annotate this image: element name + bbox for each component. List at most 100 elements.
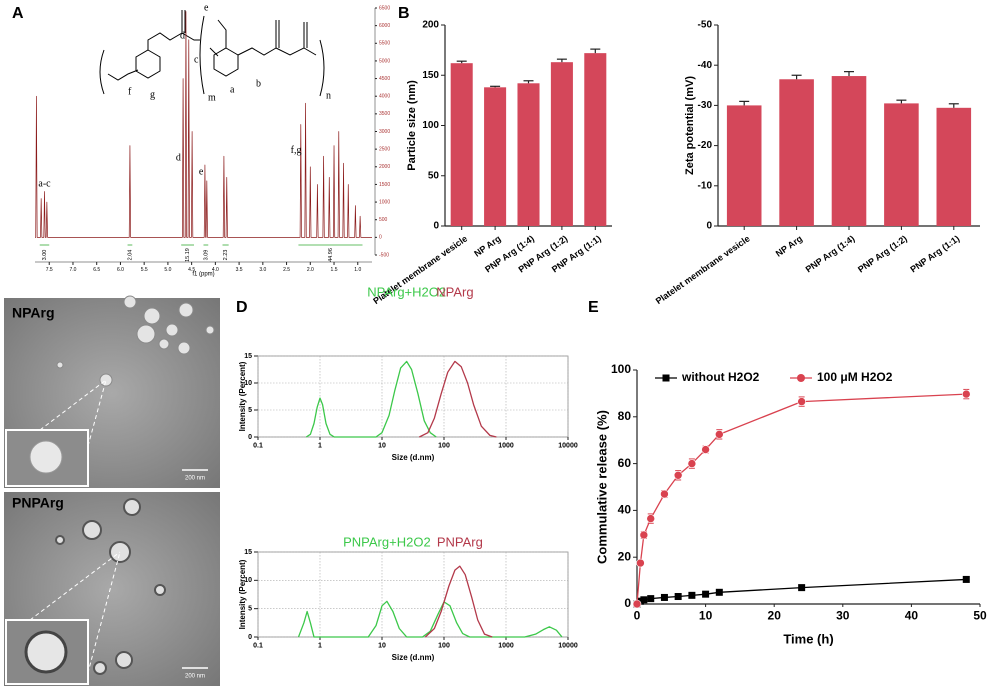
y-tick-label: 10 [244, 577, 252, 584]
integral-label: 15.19 [185, 248, 191, 262]
y-tick-label: 3000 [379, 129, 390, 135]
marker [797, 397, 806, 406]
legend-marker [797, 374, 805, 382]
data-line [424, 565, 493, 638]
x-tick-label: NP Arg [774, 233, 804, 258]
x-tick-label: PNP Arg (1:1) [908, 233, 961, 274]
series-label: PNPArg [437, 534, 483, 549]
bar [884, 103, 919, 226]
ring [135, 49, 161, 79]
y-axis-label: Commulative release (%) [594, 410, 609, 564]
x-tick-label: 6.0 [117, 267, 124, 273]
marker [674, 593, 682, 601]
marker [715, 430, 724, 439]
x-tick-label: 4.5 [188, 267, 195, 273]
structure-label: m [208, 92, 216, 103]
x-tick-label: 0 [634, 609, 641, 623]
scale-bar-label: 200 nm [185, 674, 205, 680]
x-tick-label: 1.5 [331, 267, 338, 273]
x-axis-label: Time (h) [783, 631, 833, 646]
x-tick-label: 1 [318, 443, 322, 450]
bar [936, 107, 972, 226]
y-tick-label: -10 [698, 180, 713, 191]
plot-frame [257, 355, 569, 438]
y-tick-label: 3500 [379, 111, 390, 117]
bar [550, 62, 573, 227]
x-tick-label: 5.5 [141, 267, 148, 273]
y-tick-label: 0 [433, 221, 439, 232]
peak-label: f,g [291, 145, 302, 156]
x-tick-label: 10000 [558, 643, 578, 650]
bracket [319, 39, 325, 97]
marker [962, 575, 970, 583]
x-tick-label: 0.1 [253, 443, 263, 450]
y-tick-label: 20 [618, 549, 632, 563]
plot-frame [257, 551, 569, 638]
x-tick-label: Platelet membrane vesicle [654, 233, 752, 306]
bracket [99, 49, 105, 95]
marker [639, 530, 649, 540]
structure-label: c [194, 54, 199, 65]
panel-label: A [12, 5, 24, 22]
structure-label: f [128, 86, 132, 97]
y-tick-label: 0 [379, 235, 382, 241]
marker [647, 595, 655, 603]
y-tick-label: 2000 [379, 164, 390, 170]
x-tick-label: 3.5 [236, 267, 243, 273]
y-tick-label: 0 [706, 221, 712, 232]
x-tick-label: 2.0 [307, 267, 314, 273]
integral-label: 2.23 [223, 250, 229, 261]
marker [636, 558, 645, 568]
y-tick-label: 0 [248, 634, 252, 641]
y-tick-label: -30 [698, 100, 713, 111]
y-tick-label: 15 [244, 549, 252, 556]
y-tick-label: 80 [618, 409, 632, 423]
marker [715, 588, 723, 596]
y-axis-label: Intensity (Percent) [238, 559, 247, 629]
series-label: NPArg [436, 284, 473, 299]
y-tick-label: 100 [611, 362, 631, 376]
y-tick-label: 150 [422, 70, 439, 81]
panel-label: B [398, 5, 410, 22]
peak-label: e [199, 166, 204, 177]
y-tick-label: 40 [618, 503, 632, 517]
data-line [297, 600, 563, 638]
y-tick-label: 2500 [379, 146, 390, 152]
integral-label: 3.09 [203, 250, 209, 261]
x-axis-label: Size (d.nm) [392, 453, 435, 462]
image-label: PNPArg [12, 495, 64, 511]
bar [779, 79, 814, 227]
data-line [636, 393, 967, 605]
integral-label: 3.00 [42, 250, 48, 261]
x-tick-label: 7.0 [69, 267, 76, 273]
structure-label: n [326, 90, 331, 101]
y-tick-label: 15 [244, 353, 252, 360]
x-tick-label: 100 [438, 643, 450, 650]
y-tick-label: 5500 [379, 41, 390, 47]
bar [584, 53, 607, 226]
y-tick-label: -20 [698, 140, 713, 151]
y-tick-label: 1500 [379, 182, 390, 188]
y-tick-label: 6000 [379, 23, 390, 29]
y-tick-label: 0 [248, 434, 252, 441]
image-label: NPArg [12, 305, 55, 321]
integral-label: 44.96 [328, 248, 334, 262]
integral-label: 2.04 [127, 250, 133, 261]
bar [831, 76, 867, 226]
marker [640, 596, 648, 604]
peak-label: a-c [38, 179, 51, 190]
marker [798, 584, 806, 592]
panel-label: D [236, 299, 248, 316]
y-tick-label: 0 [624, 596, 631, 610]
y-axis-label: Intensity (Percent) [238, 361, 247, 431]
bond [275, 22, 305, 56]
structure-label: a [230, 84, 235, 95]
y-tick-label: -40 [698, 60, 713, 71]
bar [450, 63, 473, 226]
x-tick-label: 1 [318, 643, 322, 650]
structure-label: g [150, 89, 155, 100]
x-tick-label: 2.5 [283, 267, 290, 273]
tem-image: NPArg 200 nm [4, 295, 220, 488]
data-line [305, 360, 437, 438]
